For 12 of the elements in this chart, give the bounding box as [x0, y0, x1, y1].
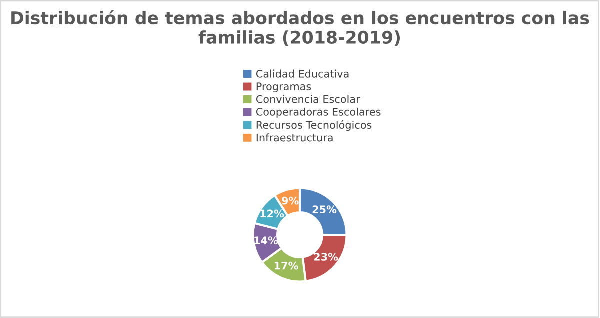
legend-label: Recursos Tecnológicos	[256, 120, 372, 132]
chart-title: Distribución de temas abordados en los encuentros con las familias (2018-2019)	[12, 10, 590, 46]
data-label: 17%	[274, 262, 298, 270]
data-label: 25%	[312, 206, 337, 214]
data-label: 12%	[260, 210, 284, 218]
legend-label: Cooperadoras Escolares	[256, 108, 381, 118]
data-label: 23%	[314, 253, 338, 261]
legend-label: Calidad Educativa	[256, 70, 349, 78]
legend-label: Infraestructura	[256, 134, 333, 142]
data-label: 9%	[282, 196, 299, 205]
legend-label: Convivencia Escolar	[256, 95, 360, 104]
legend-label: Programas	[256, 82, 312, 93]
